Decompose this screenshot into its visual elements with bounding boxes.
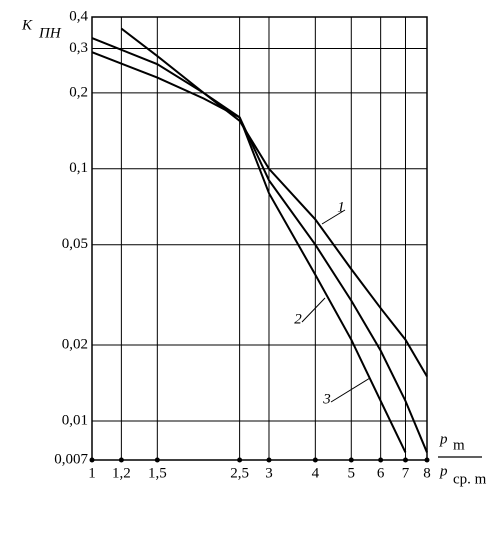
curve-label: 3 — [322, 391, 331, 407]
x-tick-label: 3 — [265, 465, 273, 481]
plot-frame — [91, 16, 428, 461]
y-tick-label: 0,02 — [62, 336, 88, 352]
curve-label: 2 — [294, 311, 302, 327]
x-axis-label-den: p — [439, 463, 448, 479]
leader-line — [301, 297, 326, 323]
x-axis-label-num: p — [439, 431, 448, 447]
curve-label: 1 — [337, 199, 345, 215]
x-tick-label: 8 — [423, 465, 431, 481]
x-axis-label-num-sub: m — [453, 437, 465, 453]
curve — [91, 51, 407, 453]
x-tick-label: 1,5 — [148, 465, 167, 481]
leader-line — [330, 377, 371, 403]
x-axis-label-den-sub: ср. m — [453, 471, 487, 487]
y-tick-label: 0,01 — [62, 412, 88, 428]
x-tick-label: 1 — [88, 465, 96, 481]
y-tick-label: 0,1 — [69, 160, 88, 176]
x-tick-label: 2,5 — [230, 465, 249, 481]
y-axis-label-sub: ПН — [38, 25, 62, 41]
y-tick-label: 0,05 — [62, 236, 88, 252]
y-tick-label: 0,3 — [69, 40, 88, 56]
curve — [91, 37, 428, 453]
x-tick-label: 6 — [377, 465, 385, 481]
x-tick-label: 1,2 — [112, 465, 131, 481]
curve — [120, 27, 428, 378]
y-tick-label: 0,007 — [54, 451, 88, 467]
x-tick-label: 5 — [348, 465, 356, 481]
y-tick-label: 0,2 — [69, 84, 88, 100]
y-axis-label: K — [21, 17, 33, 33]
x-tick-label: 7 — [402, 465, 410, 481]
leader-line — [321, 209, 346, 225]
x-tick-label: 4 — [312, 465, 320, 481]
y-tick-label: 0,4 — [69, 8, 88, 24]
